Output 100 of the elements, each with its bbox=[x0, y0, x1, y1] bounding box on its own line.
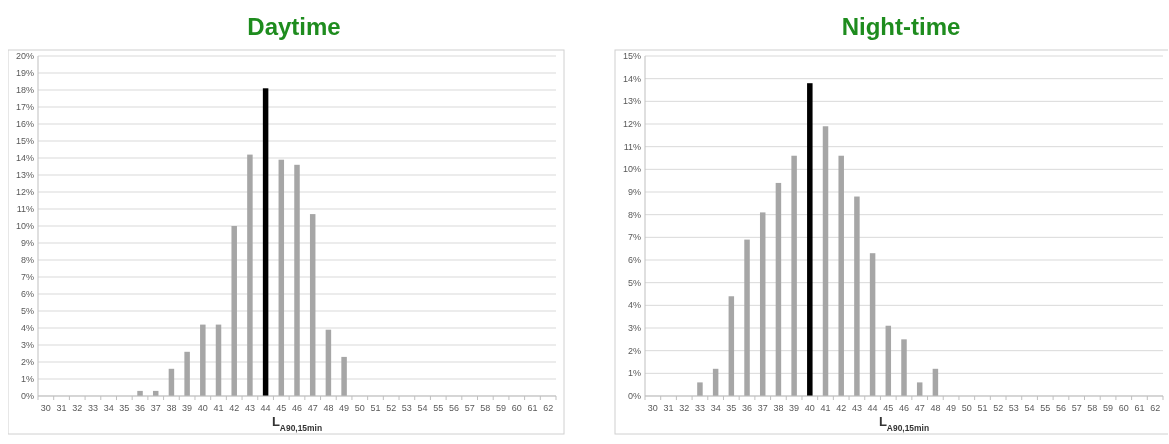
x-tick-label: 31 bbox=[663, 403, 674, 413]
y-tick-label: 16% bbox=[15, 119, 34, 130]
x-tick-label: 39 bbox=[182, 403, 193, 413]
x-tick-label: 55 bbox=[433, 403, 444, 413]
x-tick-label: 53 bbox=[1008, 403, 1019, 413]
y-tick-label: 2% bbox=[20, 357, 34, 368]
x-tick-label: 46 bbox=[898, 403, 910, 413]
x-tick-label: 50 bbox=[961, 403, 972, 413]
bar bbox=[759, 212, 766, 396]
x-tick-label: 57 bbox=[464, 403, 475, 413]
y-tick-label: 13% bbox=[622, 96, 641, 107]
x-tick-label: 45 bbox=[883, 403, 894, 413]
bar bbox=[744, 239, 750, 396]
y-tick-label: 4% bbox=[20, 323, 34, 334]
x-tick-label: 33 bbox=[87, 403, 98, 413]
y-tick-label: 12% bbox=[622, 119, 641, 130]
x-tick-label: 50 bbox=[354, 403, 365, 413]
y-tick-label: 8% bbox=[627, 209, 641, 220]
y-tick-label: 15% bbox=[622, 51, 641, 62]
x-tick-label: 38 bbox=[166, 403, 177, 413]
y-tick-label: 0% bbox=[20, 391, 34, 402]
x-tick-label: 57 bbox=[1071, 403, 1082, 413]
x-tick-label: 44 bbox=[260, 403, 271, 413]
y-tick-label: 19% bbox=[15, 68, 34, 79]
y-tick-label: 10% bbox=[15, 221, 34, 232]
y-tick-label: 17% bbox=[15, 102, 34, 113]
x-tick-label: 38 bbox=[773, 403, 784, 413]
x-tick-label: 56 bbox=[448, 403, 459, 413]
y-tick-label: 10% bbox=[622, 164, 641, 175]
x-tick-label: 51 bbox=[977, 403, 988, 413]
bar bbox=[294, 164, 300, 396]
chart-title: Daytime bbox=[247, 13, 341, 40]
y-tick-label: 3% bbox=[627, 323, 641, 334]
x-tick-label: 30 bbox=[40, 403, 51, 413]
x-tick-label: 52 bbox=[993, 403, 1004, 413]
bar bbox=[822, 126, 829, 396]
x-tick-label: 34 bbox=[710, 403, 721, 413]
x-tick-label: 33 bbox=[694, 403, 705, 413]
x-tick-label: 45 bbox=[276, 403, 287, 413]
y-tick-label: 6% bbox=[20, 289, 34, 300]
bar bbox=[775, 182, 782, 396]
x-tick-label: 59 bbox=[496, 403, 507, 413]
x-tick-label: 41 bbox=[820, 403, 831, 413]
x-tick-label: 58 bbox=[480, 403, 491, 413]
x-tick-label: 42 bbox=[229, 403, 240, 413]
bar bbox=[309, 214, 316, 396]
x-tick-label: 61 bbox=[1134, 403, 1145, 413]
x-tick-label: 62 bbox=[543, 403, 554, 413]
x-tick-label: 37 bbox=[150, 403, 161, 413]
y-tick-label: 2% bbox=[627, 345, 641, 356]
bar bbox=[728, 296, 735, 396]
y-tick-label: 12% bbox=[15, 187, 34, 198]
y-tick-label: 1% bbox=[627, 368, 641, 379]
y-tick-label: 9% bbox=[627, 187, 641, 198]
x-tick-label: 40 bbox=[197, 403, 208, 413]
x-tick-label: 37 bbox=[757, 403, 768, 413]
bar bbox=[278, 159, 285, 396]
y-tick-label: 8% bbox=[20, 255, 34, 266]
x-tick-label: 48 bbox=[930, 403, 941, 413]
x-tick-label: 54 bbox=[417, 403, 428, 413]
x-tick-label: 40 bbox=[804, 403, 815, 413]
x-tick-label: 49 bbox=[339, 403, 350, 413]
y-tick-label: 20% bbox=[15, 51, 34, 62]
y-tick-label: 4% bbox=[627, 300, 641, 311]
y-tick-label: 9% bbox=[20, 238, 34, 249]
x-tick-label: 35 bbox=[119, 403, 130, 413]
bar bbox=[341, 356, 347, 396]
y-tick-label: 3% bbox=[20, 340, 34, 351]
x-tick-label: 31 bbox=[56, 403, 67, 413]
x-tick-label: 35 bbox=[726, 403, 737, 413]
x-tick-label: 59 bbox=[1103, 403, 1114, 413]
x-tick-label: 44 bbox=[867, 403, 878, 413]
x-tick-label: 47 bbox=[307, 403, 318, 413]
x-tick-label: 46 bbox=[291, 403, 303, 413]
x-tick-label: 58 bbox=[1087, 403, 1098, 413]
bar bbox=[901, 339, 907, 396]
bar bbox=[262, 88, 269, 396]
bar bbox=[807, 83, 813, 396]
x-tick-label: 34 bbox=[103, 403, 114, 413]
x-tick-label: 47 bbox=[914, 403, 925, 413]
bar bbox=[247, 154, 253, 396]
x-axis-title: L$_{A90,15min}$ bbox=[878, 414, 930, 433]
bar bbox=[200, 324, 206, 396]
x-tick-label: 49 bbox=[946, 403, 957, 413]
x-tick-label: 53 bbox=[401, 403, 412, 413]
x-tick-label: 61 bbox=[527, 403, 538, 413]
y-tick-label: 5% bbox=[627, 277, 641, 288]
x-tick-label: 36 bbox=[135, 403, 146, 413]
y-tick-label: 0% bbox=[627, 391, 641, 402]
y-tick-label: 15% bbox=[15, 136, 34, 147]
bar bbox=[854, 196, 860, 396]
x-tick-label: 30 bbox=[647, 403, 658, 413]
y-tick-label: 6% bbox=[627, 255, 641, 266]
bar bbox=[184, 351, 190, 396]
y-tick-label: 14% bbox=[622, 73, 641, 84]
x-tick-label: 51 bbox=[370, 403, 381, 413]
y-tick-label: 18% bbox=[15, 85, 34, 96]
x-tick-label: 43 bbox=[851, 403, 862, 413]
x-tick-label: 41 bbox=[213, 403, 224, 413]
y-tick-label: 7% bbox=[20, 272, 34, 283]
